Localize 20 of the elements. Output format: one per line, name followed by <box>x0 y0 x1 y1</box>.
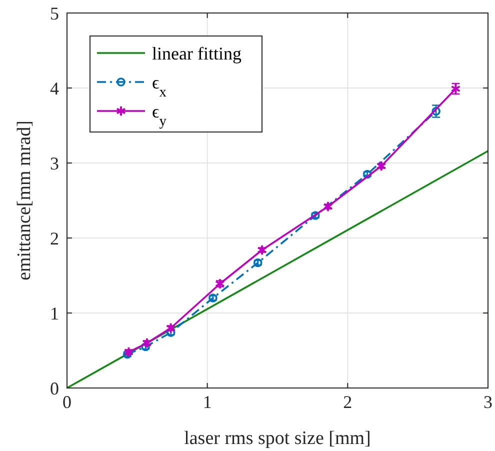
x-tick-label: 2 <box>343 392 352 412</box>
x-axis-title: laser rms spot size [mm] <box>184 428 371 449</box>
legend-label: ϵ$_{x}$ <box>152 72 168 100</box>
x-tick-label: 3 <box>484 392 492 412</box>
legend-label: linear fitting <box>152 43 242 64</box>
point <box>323 200 334 212</box>
y-tick-label: 3 <box>50 153 59 174</box>
point <box>166 322 176 334</box>
x-tick-label: 0 <box>62 392 72 412</box>
point <box>257 244 268 256</box>
y-axis-title: emittance[mm mrad] <box>14 120 35 280</box>
y-tick-label: 0 <box>50 378 59 398</box>
x-tick-label: 1 <box>202 392 212 412</box>
y-tick-label: 4 <box>50 78 59 98</box>
y-tick-label: 5 <box>50 3 59 24</box>
y-tick-label: 2 <box>50 228 59 248</box>
y-tick-label: 1 <box>50 303 59 324</box>
legend-label: ϵ$_{y}$ <box>152 101 168 130</box>
point <box>376 160 386 172</box>
point <box>142 337 152 349</box>
